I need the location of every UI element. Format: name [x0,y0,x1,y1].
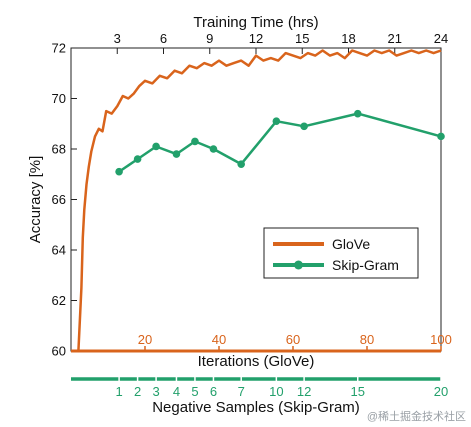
negative-samples-tick-label: 7 [238,384,245,399]
y-tick-label: 64 [52,243,66,258]
negative-samples-tick-label: 5 [191,384,198,399]
iterations-tick-label: 60 [286,332,300,347]
negative-samples-tick-label: 15 [351,384,365,399]
y-axis-title: Accuracy [%] [27,156,44,244]
skip-gram-point [172,150,181,158]
skip-gram-point [353,109,362,118]
negative-samples-tick-label: 12 [297,384,311,399]
plot-border [70,47,442,352]
negative-samples-tick-label: 3 [152,384,159,399]
negative-samples-tick-label: 1 [115,384,122,399]
negative-samples-tick-label: 10 [269,384,283,399]
top-tick-label: 9 [206,31,213,46]
top-tick-label: 6 [160,31,167,46]
y-tick-label: 60 [52,344,66,359]
negative-samples-axis: 1 2 3 4 5 6 7 10 12 15 20 [71,375,448,399]
legend: GloVe Skip-Gram [263,227,419,279]
legend-box [263,227,419,279]
negative-samples-tick-label: 4 [173,384,180,399]
skip-gram-point [133,155,142,163]
iterations-axis-title: Iterations (GloVe) [198,353,315,370]
skip-gram-point [209,145,218,153]
plot-frame [70,47,442,352]
skip-gram-point [300,122,308,131]
negative-samples-axis-title: Negative Samples (Skip-Gram) [152,399,360,416]
top-axis-title: Training Time (hrs) [193,14,318,31]
skip-gram-point [191,137,199,146]
legend-label-glove: GloVe [332,236,370,252]
y-tick-label: 66 [52,192,66,207]
legend-marker-skip-gram [294,260,303,270]
skip-gram-point [272,117,281,126]
negative-samples-tick-label: 6 [210,384,217,399]
negative-samples-tick-label: 2 [134,384,141,399]
legend-label-skip-gram: Skip-Gram [332,257,399,273]
iterations-tick-label: 100 [430,332,452,347]
top-tick-label: 15 [295,31,309,46]
top-tick-label: 18 [341,31,355,46]
skip-gram-point [152,142,160,151]
top-tick-label: 12 [249,31,263,46]
iterations-tick-label: 40 [212,332,226,347]
skip-gram-point [237,160,245,168]
iterations-tick-label: 80 [360,332,374,347]
y-tick-label: 68 [52,142,66,157]
series-line-glove [71,49,442,353]
skip-gram-point [437,132,445,141]
negative-samples-tick-label: 20 [434,384,448,399]
series-line-skip-gram [118,112,442,173]
iterations-axis-ticks: 20 40 60 80 100 [71,332,452,353]
y-axis-ticks: 60 62 64 66 68 70 72 [52,41,77,359]
skip-gram-point [115,167,123,176]
top-tick-label: 3 [114,31,121,46]
top-axis-ticks: 3 6 9 12 15 18 21 24 [114,31,448,54]
series-layer [71,49,445,353]
watermark-text: @稀土掘金技术社区 [367,409,466,423]
top-tick-label: 24 [434,31,448,46]
y-tick-label: 72 [52,41,66,56]
top-tick-label: 21 [388,31,402,46]
y-tick-label: 70 [52,91,66,106]
y-tick-label: 62 [52,293,66,308]
iterations-tick-label: 20 [138,332,152,347]
